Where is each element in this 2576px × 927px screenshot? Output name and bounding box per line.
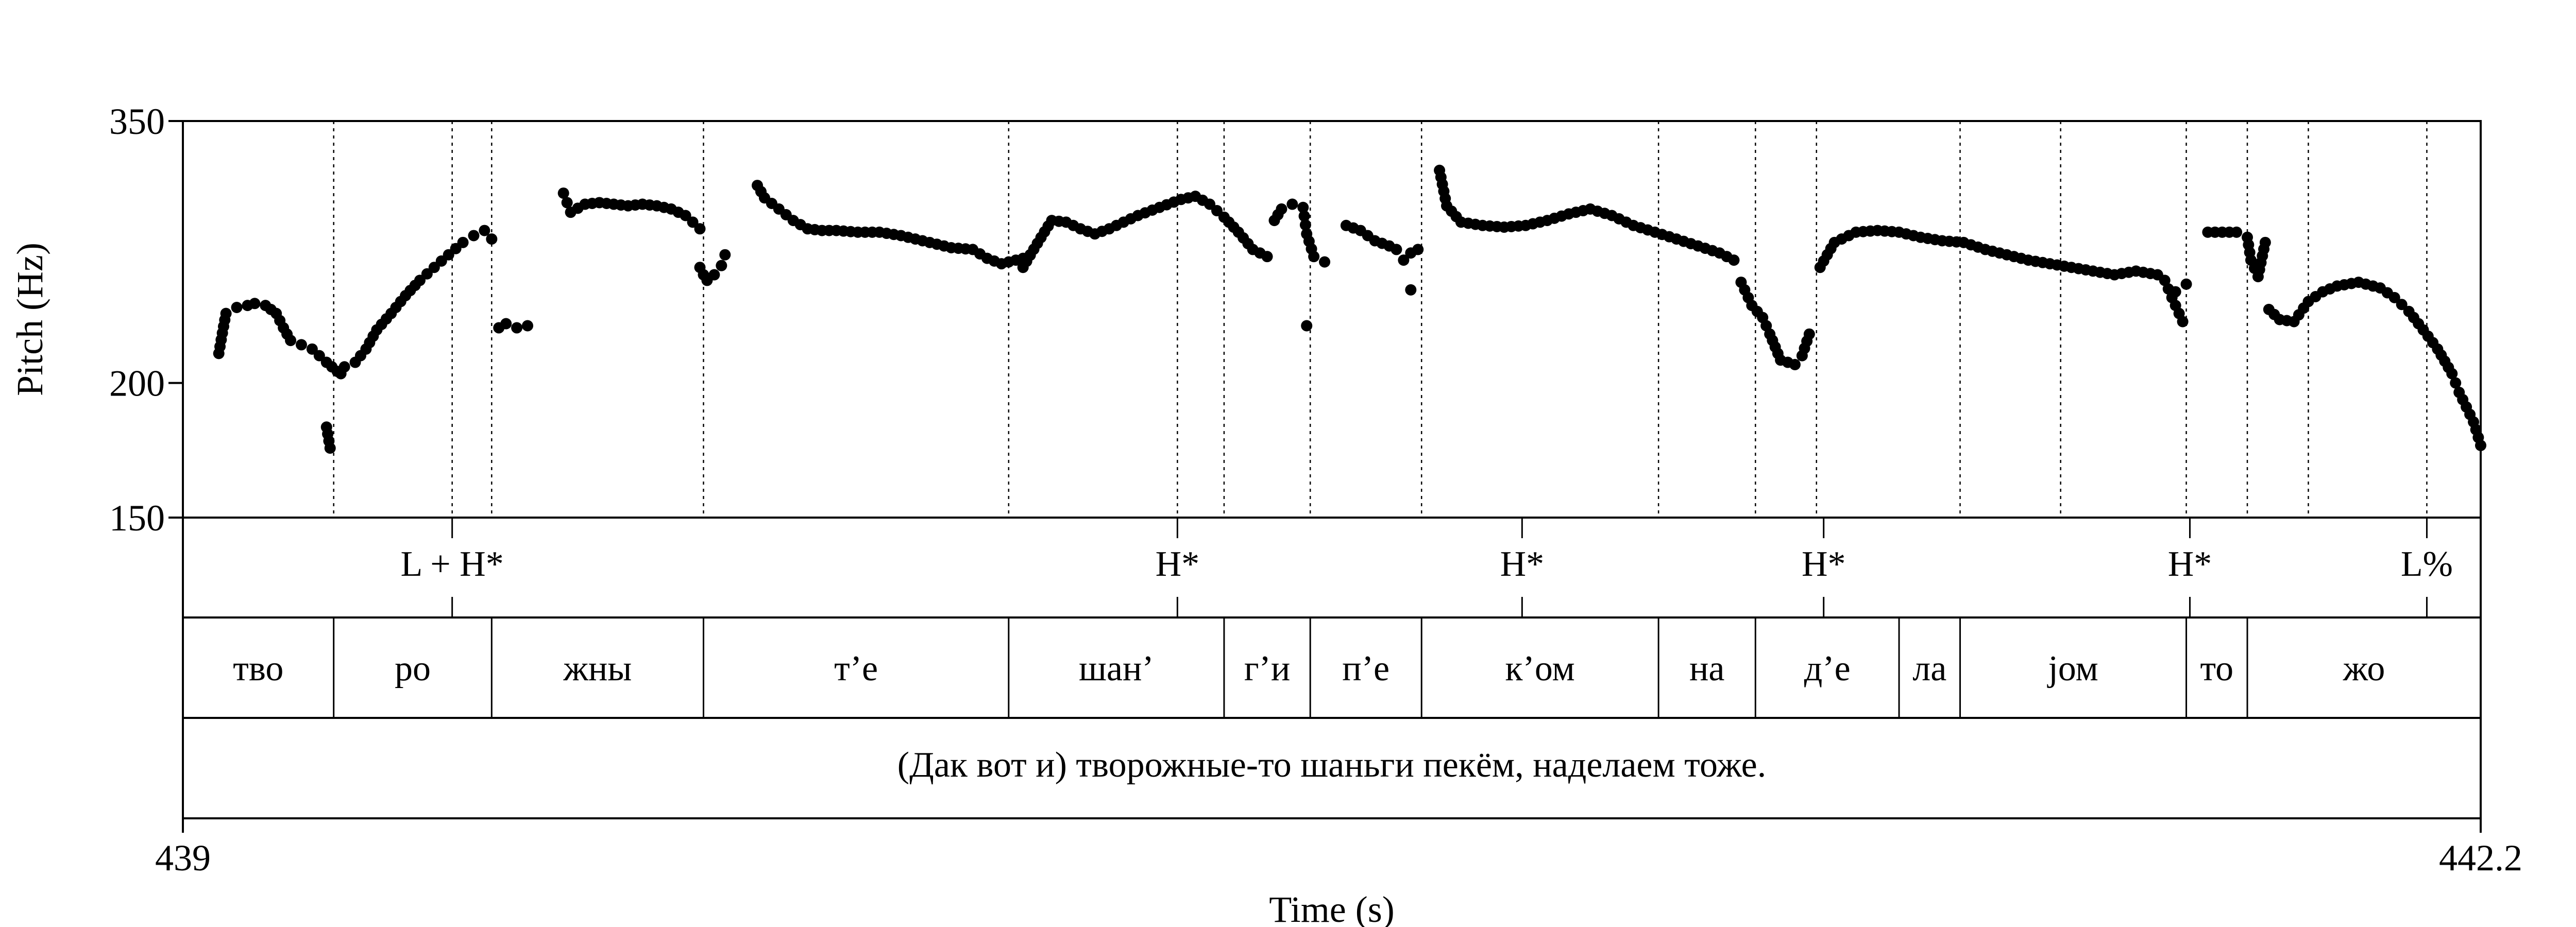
x-tick-label: 439 [155,837,211,879]
pitch-point [522,320,533,332]
syllable-boundary-lines [333,121,2428,518]
pitch-point [249,298,261,310]
pitch-point [486,233,498,245]
plot-area-frame [182,120,2482,519]
pitch-point [1298,210,1310,222]
pitch-point [1728,254,1740,266]
y-tick-label: 200 [109,363,165,404]
pitch-point [687,216,699,228]
pitch-point [1261,251,1273,263]
pitch-point [220,307,232,319]
syllable-label: то [2200,649,2233,689]
pitch-point [457,236,469,248]
syllable-label: г’и [1244,649,1290,689]
y-tick-label: 350 [109,101,165,142]
pitch-point [500,318,512,330]
tone-label: L% [2401,544,2453,584]
tone-labels: L + H* H* H* H* H* L% [401,544,2453,584]
pitch-point [2396,299,2408,311]
pitch-point [557,187,569,199]
syllable-label: jом [2046,649,2098,689]
syllable-labels: тво ро жны т’е шан’ г’и п’е к’ом на д’е ла jом то жо [233,649,2385,689]
syllable-label: т’е [834,649,878,689]
syllable-label: к’ом [1505,649,1575,689]
x-axis-label: Time (s) [1269,889,1394,927]
syllable-label: шан’ [1079,649,1154,689]
sentence-text: (Дак вот и) творожные-то шаньги пекём, н… [897,745,1766,785]
pitch-point [2450,377,2462,389]
sentence-tier-box [182,717,2482,819]
pitch-points [213,164,2486,454]
pitch-point [2388,291,2400,303]
tone-label: L + H* [401,544,504,584]
tone-label: H* [1500,544,1545,584]
syllable-label: д’е [1804,649,1851,689]
pitch-point [2170,286,2181,298]
pitch-point [468,230,480,242]
pitch-point [708,269,720,281]
tone-label: H* [2168,544,2212,584]
pitch-point [2446,368,2458,380]
tone-tick-marks [451,518,2428,617]
syllable-label: тво [233,649,283,689]
pitch-point [338,361,350,373]
pitch-point [1299,219,1311,231]
pitch-point [1405,284,1417,296]
pitch-point [295,339,307,351]
pitch-point [2259,236,2271,248]
pitch-point [2231,226,2243,238]
pitch-point [313,350,325,362]
x-tick-label: 442.2 [2439,837,2522,879]
pitch-point [719,249,731,261]
pitch-point [324,442,336,454]
y-axis-label: Pitch (Hz) [9,243,50,396]
pitch-point [561,197,573,209]
pitch-point [1789,358,1801,370]
pitch-point [716,260,727,271]
syllable-label: жны [563,649,632,689]
pitch-point [1803,328,1815,340]
pitch-point [1319,256,1331,268]
pitch-point [511,322,523,334]
pitch-point [306,343,318,355]
pitch-point [1308,251,1320,263]
pitch-point [1301,320,1313,332]
pitch-point [1297,201,1309,213]
y-axis: 150 200 350 [109,101,183,539]
syllable-label: жо [2343,649,2385,689]
pitch-point [414,274,426,286]
tone-tier-box [182,517,2482,619]
x-axis: 439 442.2 [155,818,2522,879]
pitch-point [1276,203,1287,215]
tone-label: H* [1802,544,1846,584]
syllable-label: п’е [1342,649,1389,689]
syllable-tier-box [182,616,2482,719]
pitch-point [479,225,490,236]
pitch-point [694,223,706,235]
pitch-point [2177,316,2189,328]
syllable-label: ро [395,649,431,689]
syllable-dividers [333,617,2248,718]
tone-label: H* [1156,544,1200,584]
pitch-point [2159,274,2171,286]
pitch-point [1412,244,1424,255]
pitch-point [285,335,297,347]
pitch-point [1398,254,1410,266]
pitch-point [680,210,691,221]
pitch-point [1286,198,1298,210]
pitch-point [2180,278,2192,290]
syllable-label: на [1689,649,1725,689]
pitch-point [1391,244,1402,255]
y-tick-label: 150 [109,497,165,539]
syllable-label: ла [1912,649,1946,689]
pitch-point [1211,205,1223,217]
pitch-point [231,302,243,314]
